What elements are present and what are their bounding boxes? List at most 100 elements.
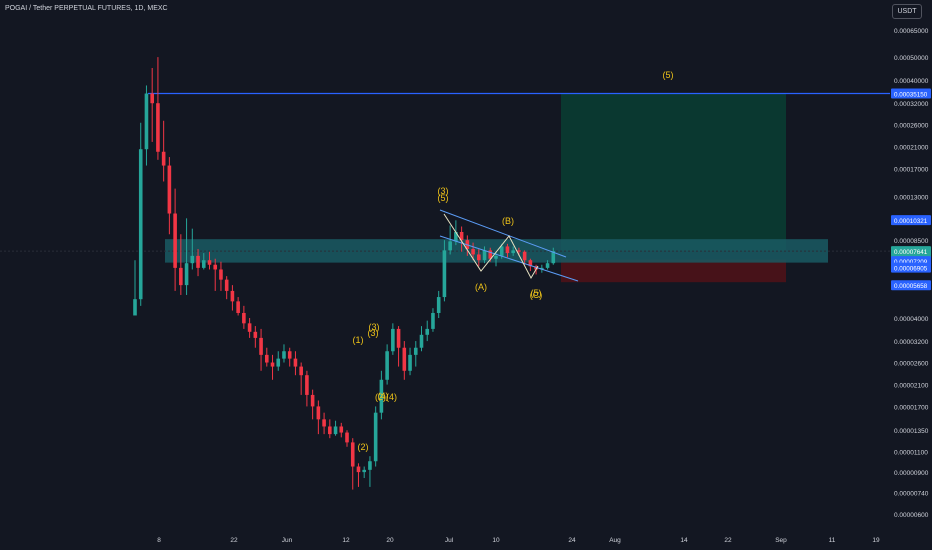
candle[interactable] [230,285,235,311]
candle[interactable] [511,246,515,256]
candle[interactable] [316,400,321,435]
candle[interactable] [247,318,252,338]
candle[interactable] [322,412,326,435]
candle[interactable] [448,225,452,255]
candle[interactable] [276,351,281,371]
candle[interactable] [339,422,344,438]
candle[interactable] [413,341,418,367]
candle[interactable] [201,253,206,270]
candle[interactable] [350,438,355,490]
candle[interactable] [213,258,218,291]
candle[interactable] [431,308,435,332]
candle[interactable] [385,344,389,385]
candle-body [270,362,275,367]
candle[interactable] [184,218,189,295]
channel-upper-line[interactable] [439,209,567,258]
candle[interactable] [373,406,378,467]
x-axis-tick-label: 12 [342,537,350,544]
candle[interactable] [259,328,263,371]
candle[interactable] [167,157,172,235]
candle-body [482,250,487,261]
x-axis-tick-label: Jul [445,537,454,544]
candle[interactable] [408,347,412,376]
candle[interactable] [305,370,309,407]
candle-body [540,267,544,270]
candle[interactable] [156,57,160,160]
candle-body [350,442,355,467]
candle[interactable] [328,419,332,439]
candle-body [287,351,292,359]
y-axis-tick-label: 0.00001100 [894,449,928,456]
candle[interactable] [425,320,430,342]
candle[interactable] [270,354,275,380]
candle[interactable] [219,261,223,291]
x-axis-tick-label: Sep [775,537,787,544]
candle[interactable] [144,85,149,166]
currency-button[interactable]: USDT [892,4,922,19]
candle[interactable] [442,240,447,302]
candle[interactable] [236,297,240,316]
candle[interactable] [287,347,292,367]
candle[interactable] [419,326,424,352]
price-tag-bg [891,215,931,226]
stop-zone[interactable] [561,259,786,283]
y-axis-tick-label: 0.00065000 [894,28,929,35]
candle[interactable] [368,456,372,487]
candle-body [138,149,143,300]
candle[interactable] [551,247,556,265]
candle[interactable] [471,242,475,261]
candle[interactable] [391,323,395,355]
candle[interactable] [522,250,527,265]
candle[interactable] [161,120,166,182]
candle[interactable] [459,226,464,252]
candle[interactable] [482,246,487,264]
candle[interactable] [253,326,258,348]
candle[interactable] [545,260,550,270]
candle[interactable] [293,351,298,376]
candle[interactable] [528,258,533,272]
candle[interactable] [379,370,384,420]
candle[interactable] [436,290,441,319]
x-axis-tick-label: 10 [492,537,500,544]
candle[interactable] [138,122,143,306]
candle[interactable] [196,249,200,277]
candle-body [316,406,321,420]
y-axis-tick-label: 0.00001350 [894,428,929,435]
candle[interactable] [299,362,303,395]
candle-body [528,260,533,267]
price-tag-label: 0.00006905 [894,266,928,273]
candle-body [551,251,556,264]
candle[interactable] [362,466,366,479]
candle[interactable] [242,305,246,329]
candle-body [190,255,195,264]
candle[interactable] [333,420,338,436]
candle[interactable] [224,276,229,300]
target-zone[interactable] [561,93,786,252]
candles-layer[interactable] [133,57,556,490]
candle[interactable] [345,430,349,447]
candle[interactable] [179,234,183,295]
candle[interactable] [190,228,195,270]
candle[interactable] [396,326,401,367]
candle[interactable] [477,249,481,267]
candle-body [230,290,235,302]
candle-body [247,323,252,332]
candle-body [201,260,206,268]
price-tag-bg [891,280,931,291]
price-tag-label: 0.00007641 [894,249,928,256]
candle[interactable] [402,341,407,380]
candle[interactable] [264,347,269,367]
x-axis-tick-label: Jun [282,537,293,544]
abc-wave-path[interactable] [443,213,539,280]
candle[interactable] [150,67,154,142]
candle-body [264,354,269,363]
candle[interactable] [173,188,177,291]
candle[interactable] [133,260,137,316]
candle[interactable] [282,344,286,363]
candle[interactable] [505,243,510,258]
candle[interactable] [207,251,212,270]
candle[interactable] [356,463,361,487]
candle-body [454,231,458,242]
candle[interactable] [310,389,315,420]
